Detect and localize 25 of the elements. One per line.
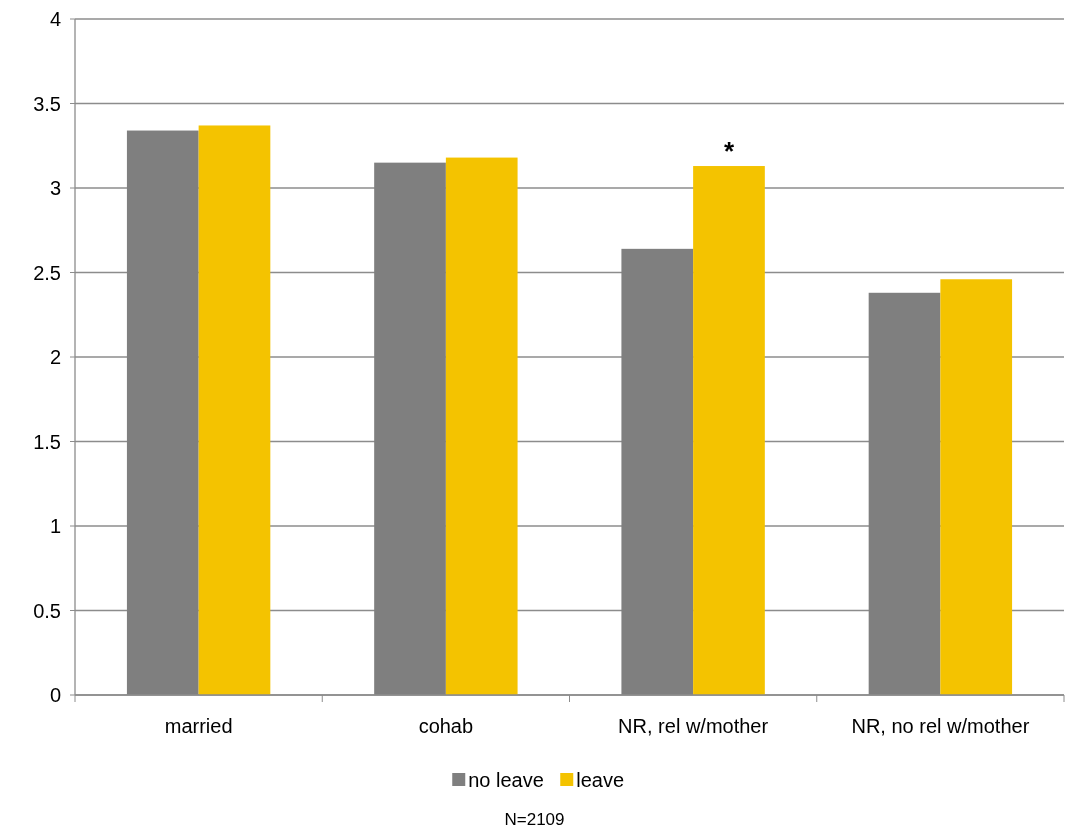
bar: [445, 157, 518, 695]
y-tick-label: 0.5: [33, 599, 61, 622]
y-tick-label: 0: [49, 684, 61, 706]
y-tick-label: 3: [49, 177, 61, 199]
x-tick-label: cohab: [418, 715, 474, 737]
bar: [940, 279, 1013, 695]
y-tick-label: 1: [49, 515, 61, 537]
bar: [126, 130, 199, 695]
x-tick-label: NR, rel w/mother: [618, 715, 769, 737]
y-tick-label: 1.5: [33, 430, 61, 453]
y-tick-label: 2.5: [33, 261, 61, 284]
legend-label: leave: [576, 769, 625, 791]
x-tick-label: married: [164, 715, 233, 737]
bar: [868, 292, 941, 695]
annotation: *: [723, 136, 735, 167]
y-tick-label: 3.5: [33, 92, 61, 115]
legend-label: no leave: [468, 769, 544, 791]
bar: [621, 248, 694, 695]
bar: [198, 125, 271, 695]
text: N=2109: [504, 810, 565, 829]
y-tick-label: 4: [49, 8, 61, 30]
y-tick-label: 2: [49, 346, 61, 368]
bar: [374, 162, 446, 695]
x-tick-label: NR, no rel w/mother: [851, 715, 1030, 737]
bar: [693, 166, 765, 695]
